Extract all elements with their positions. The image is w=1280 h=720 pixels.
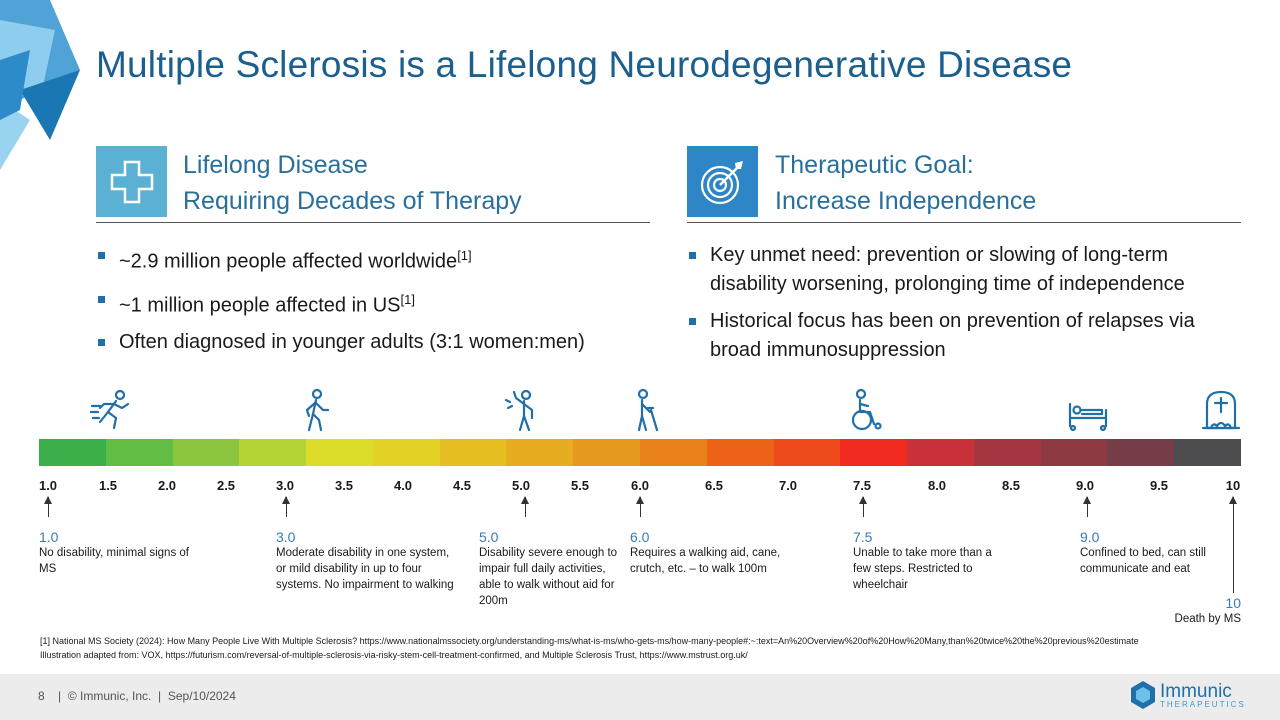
- tick-label: 3.5: [334, 478, 354, 493]
- left-divider: [96, 222, 650, 223]
- scale-segment: [1174, 439, 1242, 466]
- unsteady-person-icon: [504, 389, 534, 432]
- tick-label: 8.0: [927, 478, 947, 493]
- scale-segment: [973, 439, 1042, 466]
- tick-label: 4.0: [393, 478, 413, 493]
- tick-label: 6.5: [704, 478, 724, 493]
- tick-label: 7.5: [852, 478, 872, 493]
- page-number: 8: [38, 689, 45, 703]
- tick-label: 3.0: [275, 478, 295, 493]
- logo-name: Immunic: [1160, 680, 1232, 702]
- stage-description: 10 Death by MS: [1174, 595, 1241, 625]
- copyright: © Immunic, Inc.: [67, 689, 152, 703]
- tick-label: 8.5: [1001, 478, 1021, 493]
- right-heading-line2: Increase Independence: [775, 187, 1037, 215]
- scale-segment: [105, 439, 174, 466]
- list-item: ~1 million people affected in US[1]: [96, 285, 656, 321]
- right-heading-line1: Therapeutic Goal:: [775, 151, 974, 179]
- list-item: ~2.9 million people affected worldwide[1…: [96, 241, 656, 277]
- arrow-up-icon: [521, 496, 529, 517]
- scale-segment: [306, 439, 374, 466]
- stage-description: 7.5 Unable to take more than a few steps…: [853, 529, 992, 591]
- left-heading: Lifelong Disease Requiring Decades of Th…: [183, 147, 522, 219]
- scale-segment: [372, 439, 441, 466]
- stage-description: 5.0 Disability severe enough to impair f…: [479, 529, 618, 607]
- scale-segment: [773, 439, 841, 466]
- tick-label: 5.5: [570, 478, 590, 493]
- scale-segment: [706, 439, 775, 466]
- tick-label: 6.0: [630, 478, 650, 493]
- scale-segment: [1107, 439, 1175, 466]
- arrow-up-icon: [1083, 496, 1091, 517]
- footnote: Illustration adapted from: VOX, https://…: [40, 650, 748, 660]
- scale-segment: [907, 439, 975, 466]
- company-logo: Immunic THERAPEUTICS: [1130, 680, 1246, 710]
- scale-segment: [573, 439, 641, 466]
- list-item: Key unmet need: prevention or slowing of…: [687, 241, 1247, 299]
- page-title: Multiple Sclerosis is a Lifelong Neurode…: [96, 44, 1073, 85]
- scale-segment: [506, 439, 574, 466]
- arrow-up-icon: [282, 496, 290, 517]
- tick-label: 1.0: [38, 478, 58, 493]
- right-bullets: Key unmet need: prevention or slowing of…: [687, 241, 1247, 373]
- medical-cross-icon: [96, 146, 167, 217]
- tick-label: 5.0: [511, 478, 531, 493]
- running-person-icon: [90, 389, 130, 430]
- tick-label: 10: [1225, 478, 1241, 493]
- tick-label: 9.0: [1075, 478, 1095, 493]
- tick-label: 4.5: [452, 478, 472, 493]
- arrow-up-icon: [636, 496, 644, 517]
- footer-bar: [0, 674, 1280, 720]
- tick-label: 9.5: [1149, 478, 1169, 493]
- bed-icon: [1068, 402, 1108, 432]
- scale-segment: [439, 439, 507, 466]
- walking-person-icon: [305, 388, 330, 432]
- arrow-up-icon: [44, 496, 52, 517]
- scale-segment: [39, 439, 107, 466]
- list-item: Often diagnosed in younger adults (3:1 w…: [96, 328, 656, 357]
- stage-description: 3.0 Moderate disability in one system, o…: [276, 529, 454, 591]
- stage-description: 6.0 Requires a walking aid, cane, crutch…: [630, 529, 781, 575]
- target-icon: [687, 146, 758, 217]
- scale-segment: [172, 439, 240, 466]
- logo-icon: [1131, 681, 1155, 709]
- right-divider: [687, 222, 1241, 223]
- left-bullets: ~2.9 million people affected worldwide[1…: [96, 241, 656, 365]
- footnote: [1] National MS Society (2024): How Many…: [40, 636, 1139, 646]
- left-heading-line2: Requiring Decades of Therapy: [183, 187, 522, 215]
- corner-decoration: [0, 0, 80, 170]
- right-heading: Therapeutic Goal: Increase Independence: [775, 147, 1036, 219]
- left-heading-line1: Lifelong Disease: [183, 151, 368, 179]
- footer-date: Sep/10/2024: [167, 689, 236, 703]
- logo-subtitle: THERAPEUTICS: [1160, 699, 1246, 709]
- scale-segment: [239, 439, 307, 466]
- tick-label: 1.5: [98, 478, 118, 493]
- wheelchair-icon: [851, 388, 882, 431]
- footer-text: 8 | © Immunic, Inc. | Sep/10/2024: [38, 689, 236, 703]
- tombstone-icon: [1201, 390, 1241, 430]
- arrow-up-icon: [859, 496, 867, 517]
- stage-description: 9.0 Confined to bed, can still communica…: [1080, 529, 1206, 575]
- tick-label: 2.5: [216, 478, 236, 493]
- list-item: Historical focus has been on prevention …: [687, 307, 1247, 365]
- walking-aid-icon: [637, 388, 659, 432]
- scale-segment: [840, 439, 908, 466]
- tick-label: 7.0: [778, 478, 798, 493]
- scale-segment: [640, 439, 708, 466]
- arrow-up-icon: [1229, 496, 1237, 593]
- stage-description: 1.0 No disability, minimal signs of MS: [39, 529, 189, 575]
- scale-segment: [1040, 439, 1108, 466]
- tick-label: 2.0: [157, 478, 177, 493]
